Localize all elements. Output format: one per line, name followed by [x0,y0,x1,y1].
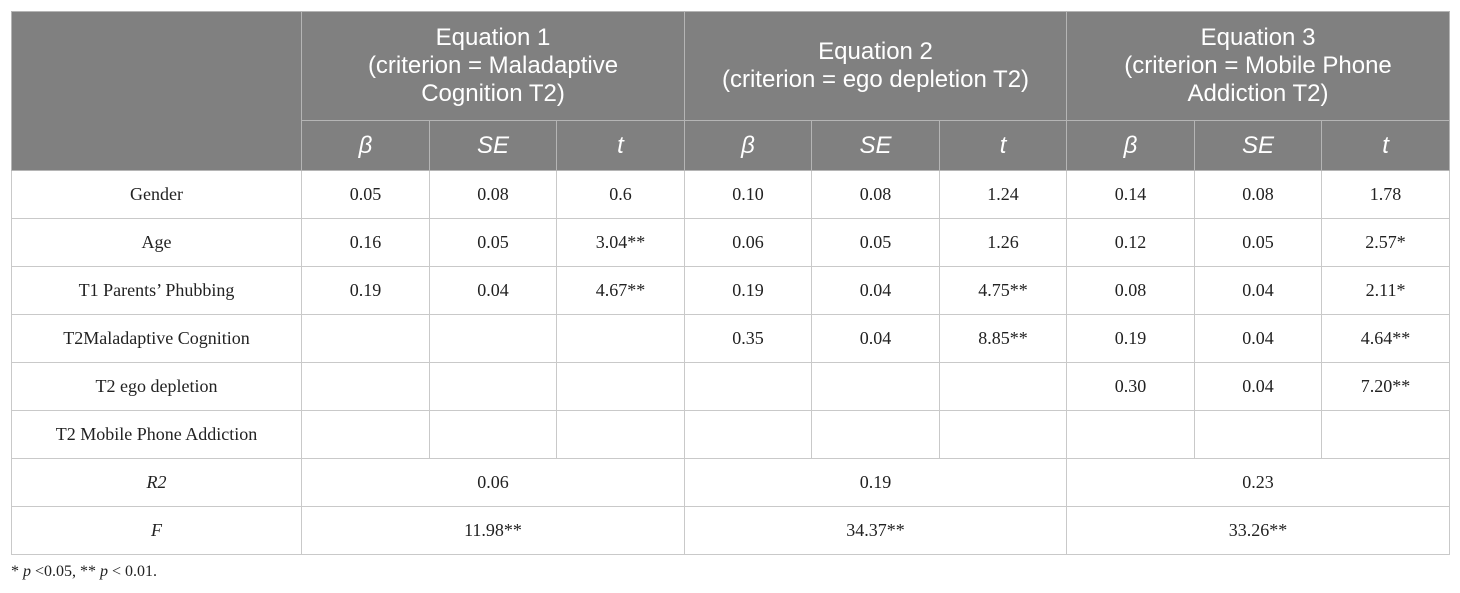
table-cell: 0.30 [1066,362,1196,411]
r-squared-row: R2 0.06 0.19 0.23 [11,458,1451,507]
table-cell: 0.05 [1194,218,1323,267]
f-statistic-eq1: 11.98** [300,506,686,555]
equation-1-header: Equation 1 (criterion = Maladaptive Cogn… [300,11,686,121]
table-cell: 3.04** [555,218,686,267]
f-statistic-eq3: 33.26** [1066,506,1451,555]
table-row: T1 Parents’ Phubbing 0.19 0.04 4.67** 0.… [11,266,1451,315]
table-cell: 0.05 [811,218,941,267]
table-cell: 1.78 [1321,170,1451,219]
table-cell [429,314,557,363]
row-label: T1 Parents’ Phubbing [11,266,302,315]
equation-3-header: Equation 3 (criterion = Mobile Phone Add… [1066,11,1451,121]
beta-header: β [684,120,813,171]
se-header: SE [1194,120,1323,171]
table-cell [1066,410,1196,459]
r-squared-eq2: 0.19 [684,458,1068,507]
beta-header: β [301,120,430,171]
beta-header: β [1066,120,1196,171]
table-cell [301,314,430,363]
table-cell [555,410,686,459]
equation-2-header: Equation 2 (criterion = ego depletion T2… [684,11,1068,121]
table-cell: 2.57* [1321,218,1451,267]
r-squared-label: R2 [11,458,302,507]
table-cell: 4.75** [939,266,1068,315]
table-cell: 0.12 [1066,218,1196,267]
table-cell [429,362,557,411]
table-cell: 0.08 [429,170,557,219]
table-cell [939,410,1068,459]
table-cell [429,410,557,459]
table-cell: 0.08 [1194,170,1323,219]
table-cell: 1.24 [939,170,1068,219]
table-cell: 0.19 [1066,314,1196,363]
f-statistic-row: F 11.98** 34.37** 33.26** [11,506,1451,555]
table-row: Gender 0.05 0.08 0.6 0.10 0.08 1.24 0.14… [11,170,1451,219]
table-cell: 7.20** [1321,362,1451,411]
table-cell [811,410,941,459]
equation-header-row: Equation 1 (criterion = Maladaptive Cogn… [11,11,1451,171]
table-cell: 0.06 [684,218,813,267]
table-cell: 0.6 [555,170,686,219]
corner-header-cell [11,11,302,171]
table-cell: 0.14 [1066,170,1196,219]
table-cell [684,362,813,411]
table-cell: 0.16 [301,218,430,267]
table-row: T2 Mobile Phone Addiction [11,410,1451,459]
table-cell: 8.85** [939,314,1068,363]
table-cell: 4.67** [555,266,686,315]
row-label: T2 ego depletion [11,362,302,411]
table-cell [939,362,1068,411]
table-footnote: * p <0.05, ** p < 0.01. [11,563,158,580]
row-label: Age [11,218,302,267]
t-header: t [939,120,1068,171]
row-label: Gender [11,170,302,219]
table-cell: 0.35 [684,314,813,363]
statistic-header-row: β SE t β SE t β SE t [12,120,1451,171]
table-row: Age 0.16 0.05 3.04** 0.06 0.05 1.26 0.12… [11,218,1451,267]
table-row: T2Maladaptive Cognition 0.35 0.04 8.85**… [11,314,1451,363]
table-cell [811,362,941,411]
table-cell [555,314,686,363]
row-label: T2Maladaptive Cognition [11,314,302,363]
r-squared-eq3: 0.23 [1066,458,1451,507]
table-cell: 0.08 [811,170,941,219]
f-statistic-label: F [11,506,302,555]
table-cell: 0.04 [811,266,941,315]
table-cell: 0.19 [684,266,813,315]
row-label: T2 Mobile Phone Addiction [11,410,302,459]
table-cell: 0.04 [1194,362,1323,411]
table-cell: 0.05 [301,170,430,219]
t-header: t [555,120,686,171]
table-cell: 0.19 [301,266,430,315]
table-row: T2 ego depletion 0.30 0.04 7.20** [11,362,1451,411]
regression-table: Equation 1 (criterion = Maladaptive Cogn… [11,11,1451,555]
table-cell [1194,410,1323,459]
f-statistic-eq2: 34.37** [684,506,1068,555]
r-squared-eq1: 0.06 [300,458,686,507]
se-header: SE [429,120,557,171]
table-cell [1321,410,1451,459]
table-cell [555,362,686,411]
table-cell: 0.05 [429,218,557,267]
table-cell: 2.11* [1321,266,1451,315]
se-header: SE [811,120,941,171]
table-cell: 0.04 [811,314,941,363]
table-cell: 0.04 [1194,266,1323,315]
table-cell [301,362,430,411]
table-cell: 4.64** [1321,314,1451,363]
table-cell: 0.04 [1194,314,1323,363]
table-cell: 1.26 [939,218,1068,267]
table-cell: 0.08 [1066,266,1196,315]
table-cell [301,410,430,459]
table-cell: 0.04 [429,266,557,315]
table-cell [684,410,813,459]
t-header: t [1321,120,1451,171]
table-cell: 0.10 [684,170,813,219]
